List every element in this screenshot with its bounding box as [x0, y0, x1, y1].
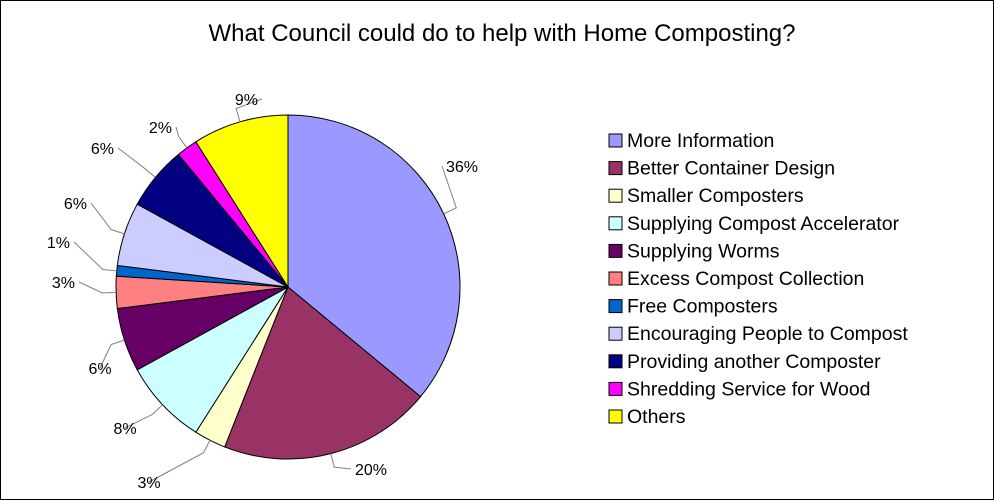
- leader-line-more-information: [441, 165, 457, 215]
- leader-line-supplying-worms: [99, 339, 125, 369]
- legend-swatch-better-container-design: [608, 161, 623, 176]
- pie-slice-others: [195, 114, 289, 289]
- legend-label-supplying-compost-accelerator: Supplying Compost Accelerator: [627, 213, 900, 235]
- legend-swatch-supplying-compost-accelerator: [608, 216, 623, 231]
- percent-label-free-composters: 1%: [47, 235, 70, 252]
- legend: More Information Better Container Design S…: [608, 130, 908, 428]
- percent-label-supplying-compost-accelerator: 8%: [113, 421, 136, 438]
- leader-lines: [73, 98, 457, 483]
- leader-line-supplying-compost-accelerator: [124, 404, 163, 429]
- percent-label-better-container-design: 20%: [355, 462, 387, 479]
- percent-label-providing-another-composter: 6%: [91, 141, 114, 158]
- leader-line-free-composters: [73, 241, 117, 272]
- percent-label-supplying-worms: 6%: [88, 361, 111, 378]
- leader-line-smaller-composters: [148, 440, 211, 483]
- leader-line-excess-compost-collection: [78, 281, 117, 294]
- legend-label-supplying-worms: Supplying Worms: [627, 240, 780, 262]
- percent-label-shredding-service-for-wood: 2%: [149, 120, 172, 137]
- legend-label-providing-another-composter: Providing another Composter: [627, 351, 881, 373]
- leader-line-encouraging-people-to-compost: [90, 202, 125, 235]
- legend-swatch-supplying-worms: [608, 243, 623, 258]
- legend-label-better-container-design: Better Container Design: [627, 158, 835, 180]
- chart-title: What Council could do to help with Home …: [209, 20, 796, 47]
- leader-line-others: [235, 98, 263, 122]
- legend-swatch-more-information: [608, 133, 623, 148]
- leader-line-shredding-service-for-wood: [175, 126, 188, 149]
- legend-label-excess-compost-collection: Excess Compost Collection: [627, 268, 864, 290]
- legend-label-encouraging-people-to-compost: Encouraging People to Compost: [627, 323, 908, 345]
- percent-label-excess-compost-collection: 3%: [52, 275, 75, 292]
- percent-labels: 36% 20% 3% 8% 6% 3% 1% 6% 6% 2% 9%: [47, 92, 478, 492]
- leader-line-providing-another-composter: [117, 147, 156, 178]
- percent-label-more-information: 36%: [446, 159, 478, 176]
- legend-swatch-excess-compost-collection: [608, 271, 623, 286]
- legend-label-others: Others: [627, 406, 686, 428]
- legend-label-more-information: More Information: [627, 130, 774, 152]
- legend-label-shredding-service-for-wood: Shredding Service for Wood: [627, 378, 871, 400]
- legend-swatch-smaller-composters: [608, 188, 623, 203]
- legend-swatch-others: [608, 409, 623, 424]
- legend-swatch-shredding-service-for-wood: [608, 381, 623, 396]
- legend-label-smaller-composters: Smaller Composters: [627, 185, 804, 207]
- legend-label-free-composters: Free Composters: [627, 296, 778, 318]
- pie-slices: [115, 114, 461, 460]
- legend-swatch-free-composters: [608, 299, 623, 314]
- leader-line-better-container-design: [330, 453, 352, 470]
- pie-slice-more-information: [287, 114, 461, 398]
- percent-label-others: 9%: [235, 92, 258, 109]
- legend-swatch-encouraging-people-to-compost: [608, 326, 623, 341]
- percent-label-smaller-composters: 3%: [137, 475, 160, 492]
- percent-label-encouraging-people-to-compost: 6%: [64, 196, 87, 213]
- legend-swatch-providing-another-composter: [608, 354, 623, 369]
